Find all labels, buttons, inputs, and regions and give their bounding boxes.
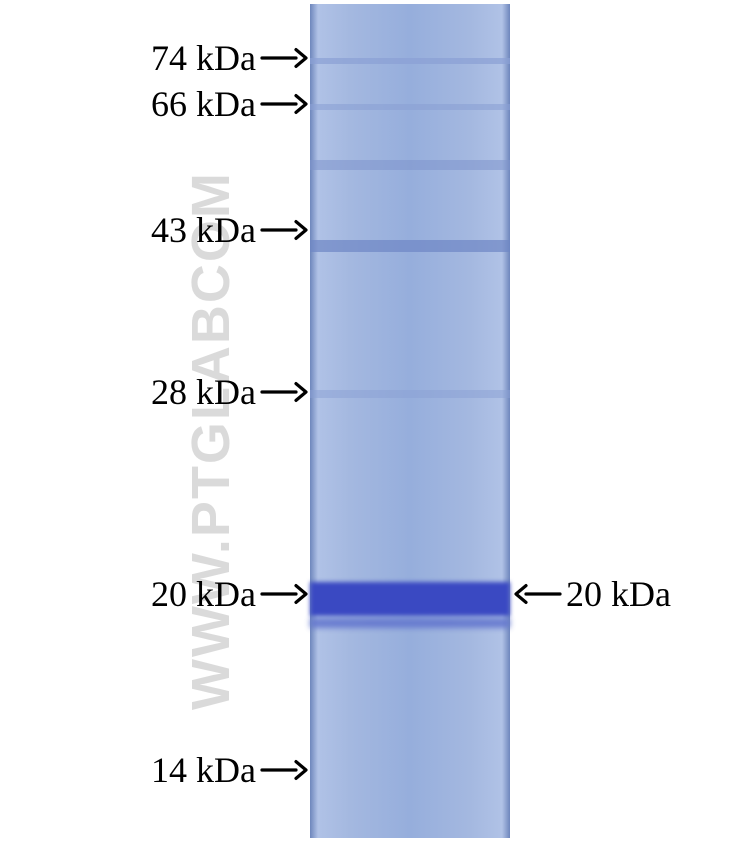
gel-band	[310, 160, 510, 170]
gel-band	[310, 240, 510, 252]
marker-label-text: 14 kDa	[151, 749, 256, 791]
arrow-left-icon	[514, 573, 562, 615]
arrow-right-icon	[260, 83, 308, 125]
arrow-right-icon	[260, 37, 308, 79]
marker-label-text: 20 kDa	[151, 573, 256, 615]
arrow-right-icon	[260, 573, 308, 615]
molecular-weight-marker-left: 28 kDa	[98, 370, 308, 414]
arrow-right-icon	[260, 749, 308, 791]
marker-label-text: 66 kDa	[151, 83, 256, 125]
gel-lane	[310, 4, 510, 838]
molecular-weight-marker-left: 74 kDa	[98, 36, 308, 80]
molecular-weight-marker-left: 43 kDa	[98, 208, 308, 252]
marker-label-text: 20 kDa	[566, 573, 671, 615]
molecular-weight-marker-right: 20 kDa	[514, 572, 724, 616]
arrow-right-icon	[260, 371, 308, 413]
gel-band-main	[310, 582, 510, 616]
marker-label-text: 43 kDa	[151, 209, 256, 251]
molecular-weight-marker-left: 66 kDa	[98, 82, 308, 126]
gel-band	[310, 58, 510, 64]
marker-label-text: 28 kDa	[151, 371, 256, 413]
gel-band	[310, 104, 510, 110]
molecular-weight-marker-left: 20 kDa	[98, 572, 308, 616]
molecular-weight-marker-left: 14 kDa	[98, 748, 308, 792]
gel-band	[310, 618, 510, 628]
gel-band	[310, 390, 510, 398]
arrow-right-icon	[260, 209, 308, 251]
marker-label-text: 74 kDa	[151, 37, 256, 79]
